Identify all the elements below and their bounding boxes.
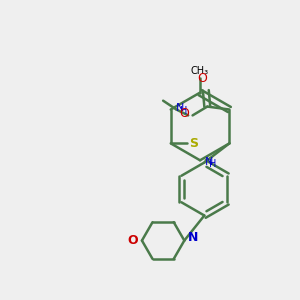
Text: H: H xyxy=(209,159,217,169)
Text: N: N xyxy=(206,157,214,167)
Text: N: N xyxy=(176,103,184,113)
Text: H: H xyxy=(180,106,188,116)
Text: CH₃: CH₃ xyxy=(191,65,209,76)
Text: O: O xyxy=(128,234,138,247)
Text: S: S xyxy=(189,137,198,150)
Text: N: N xyxy=(188,230,198,244)
Text: O: O xyxy=(179,107,189,120)
Text: O: O xyxy=(197,72,207,85)
